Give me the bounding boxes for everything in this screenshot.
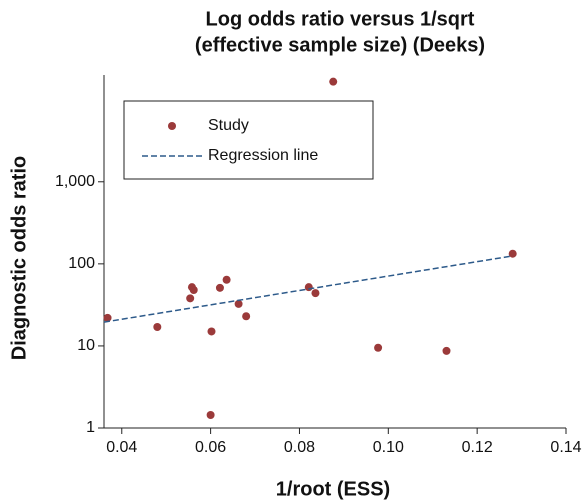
data-point bbox=[442, 346, 451, 355]
data-point bbox=[508, 249, 517, 258]
x-tick-label: 0.14 bbox=[550, 439, 581, 456]
y-tick-label: 1 bbox=[86, 419, 95, 436]
x-tick-label: 0.04 bbox=[106, 439, 137, 456]
legend-label: Study bbox=[208, 117, 249, 134]
x-tick-label: 0.10 bbox=[373, 439, 404, 456]
data-point bbox=[222, 275, 231, 284]
x-tick-label: 0.08 bbox=[284, 439, 315, 456]
legend-label: Regression line bbox=[208, 147, 318, 164]
x-tick-label: 0.06 bbox=[195, 439, 226, 456]
chart-title: (effective sample size) (Deeks) bbox=[195, 34, 485, 56]
y-tick-label: 10 bbox=[77, 337, 95, 354]
data-point bbox=[329, 77, 338, 86]
y-tick-label: 100 bbox=[68, 255, 95, 272]
data-point bbox=[153, 323, 162, 332]
legend-box bbox=[123, 100, 374, 180]
y-tick-label: 1,000 bbox=[55, 173, 95, 190]
data-point bbox=[374, 343, 383, 352]
data-point bbox=[215, 283, 224, 292]
data-point bbox=[207, 327, 216, 336]
data-point bbox=[103, 313, 112, 322]
y-axis-title: Diagnostic odds ratio bbox=[8, 156, 30, 360]
data-point bbox=[189, 286, 198, 295]
legend-marker bbox=[168, 122, 176, 130]
data-point bbox=[311, 289, 320, 298]
data-point bbox=[234, 299, 243, 308]
data-point bbox=[242, 312, 251, 321]
data-point bbox=[206, 411, 215, 420]
chart-title: Log odds ratio versus 1/sqrt bbox=[206, 8, 475, 30]
regression-line bbox=[103, 255, 513, 323]
data-point bbox=[186, 294, 195, 303]
x-tick-label: 0.12 bbox=[462, 439, 493, 456]
data-point bbox=[304, 283, 313, 292]
x-axis-title: 1/root (ESS) bbox=[276, 478, 390, 500]
